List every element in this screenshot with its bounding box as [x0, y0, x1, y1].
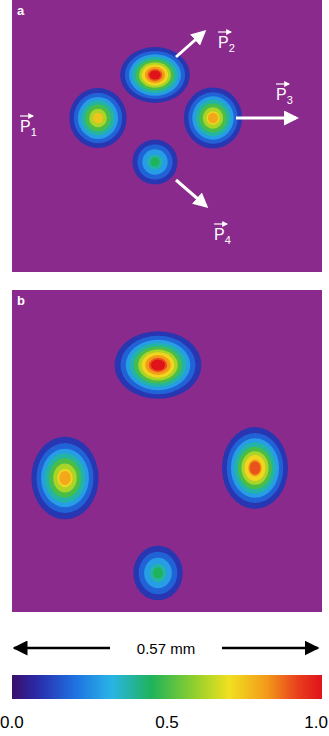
spot-contour: [53, 464, 77, 493]
spot-contour: [120, 336, 195, 394]
spot-peak: [150, 157, 159, 166]
spot-contour: [136, 60, 174, 91]
spot-contour: [94, 114, 102, 123]
spot-peak: [93, 113, 103, 123]
spot-contour: [129, 54, 181, 95]
vector-arrow: [214, 223, 227, 224]
spot-contour: [231, 438, 279, 498]
spot-contour: [138, 350, 178, 381]
spot: [132, 139, 177, 184]
spot-contour: [148, 69, 163, 81]
spot: [31, 437, 98, 520]
spot-contour: [150, 564, 167, 582]
momentum-arrow: [236, 117, 296, 120]
spot-contour: [238, 447, 272, 489]
spot-contour: [203, 107, 223, 128]
spot-contour: [81, 101, 114, 136]
spot-contour: [139, 62, 171, 87]
momentum-label: P1: [20, 118, 37, 138]
spot-contour: [132, 57, 177, 93]
spot-contour: [241, 451, 268, 485]
spot-peak: [208, 113, 218, 123]
panel-label: b: [17, 293, 25, 308]
spot-contour: [145, 355, 171, 375]
spot: [133, 546, 182, 601]
spot-contour: [74, 93, 122, 144]
spot-peak: [151, 359, 165, 370]
spot-contour: [125, 51, 185, 99]
spot-contour: [244, 455, 265, 481]
color-bar-tick-label: 0.5: [155, 713, 179, 732]
spot-contour: [45, 453, 85, 502]
spot-contour: [41, 449, 89, 508]
spot-contour: [206, 111, 219, 125]
momentum-label: P2: [218, 34, 235, 54]
spot-contour: [126, 340, 191, 390]
spot-contour: [137, 144, 172, 179]
spot-contour: [49, 458, 81, 497]
spot: [69, 88, 126, 148]
spot-contour: [184, 88, 242, 149]
panel-label: a: [17, 3, 25, 18]
spot-contour: [149, 358, 168, 372]
spot-peak: [153, 567, 163, 578]
panel-background: [12, 0, 322, 272]
spot-contour: [37, 443, 94, 513]
figure: a b P1 P2 P3 P4 0.57 mm 0.0 0.5 1.0: [0, 0, 329, 736]
vector-arrow: [276, 83, 289, 84]
spot-contour: [142, 352, 175, 378]
spot-contour: [234, 442, 275, 493]
spot-contour: [227, 433, 284, 503]
scale-bar-label: 0.57 mm: [137, 640, 195, 657]
panel: [12, 290, 322, 612]
spot-contour: [147, 154, 162, 169]
spot-contour: [89, 109, 107, 127]
spot-contour: [69, 88, 126, 148]
panel-background: [12, 290, 322, 612]
spot-contour: [248, 460, 262, 477]
color-bar-tick-label: 0.0: [0, 713, 24, 732]
spot-contour: [142, 64, 168, 85]
vector-arrow: [218, 31, 231, 32]
spot-contour: [199, 104, 227, 133]
spot-contour: [192, 96, 233, 139]
spot-contour: [188, 92, 237, 144]
vector-arrow: [20, 115, 33, 116]
spot-peak: [59, 471, 71, 485]
scale-bar-gap: [110, 638, 222, 658]
momentum-label: P4: [214, 226, 231, 246]
spot-contour: [133, 546, 182, 601]
color-bar: [12, 675, 322, 699]
spot: [184, 88, 242, 149]
momentum-arrow: [176, 180, 206, 206]
spot-peak: [249, 461, 260, 475]
spot-contour: [78, 97, 118, 139]
spot-contour: [139, 552, 178, 595]
spot-contour: [196, 100, 231, 136]
spot: [115, 331, 202, 399]
spot: [222, 427, 288, 509]
spot-contour: [145, 67, 165, 83]
momentum-arrow: [176, 32, 204, 57]
spot-contour: [31, 437, 98, 520]
spot-contour: [142, 149, 167, 174]
color-bar-tick-label: 1.0: [304, 713, 328, 732]
spot-contour: [134, 346, 182, 383]
spot-contour: [144, 558, 172, 589]
panel: [12, 0, 322, 272]
spot-contour: [130, 343, 186, 387]
spot-contour: [57, 469, 72, 488]
spot-peak: [149, 70, 160, 79]
spot-contour: [115, 331, 202, 399]
spot-contour: [85, 105, 111, 132]
spot-contour: [132, 139, 177, 184]
momentum-label: P3: [276, 86, 293, 106]
spot-contour: [222, 427, 288, 509]
